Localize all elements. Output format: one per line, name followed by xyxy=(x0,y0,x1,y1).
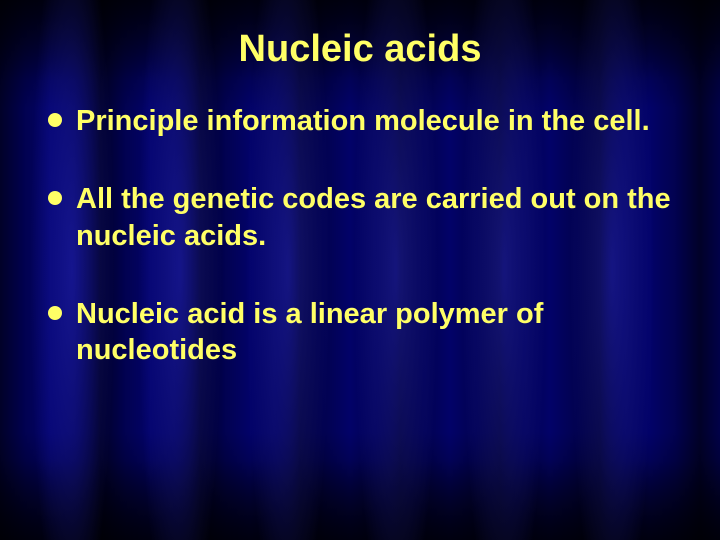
list-item: Principle information molecule in the ce… xyxy=(48,103,680,139)
bullet-text: All the genetic codes are carried out on… xyxy=(76,183,671,251)
slide-title: Nucleic acids xyxy=(40,28,680,71)
slide-content: Nucleic acids Principle information mole… xyxy=(40,28,680,368)
list-item: Nucleic acid is a linear polymer of nucl… xyxy=(48,296,680,369)
bullet-list: Principle information molecule in the ce… xyxy=(40,103,680,368)
bullet-text: Nucleic acid is a linear polymer of nucl… xyxy=(76,298,543,366)
list-item: All the genetic codes are carried out on… xyxy=(48,181,680,254)
bullet-text: Principle information molecule in the ce… xyxy=(76,105,650,137)
slide: Nucleic acids Principle information mole… xyxy=(0,0,720,540)
